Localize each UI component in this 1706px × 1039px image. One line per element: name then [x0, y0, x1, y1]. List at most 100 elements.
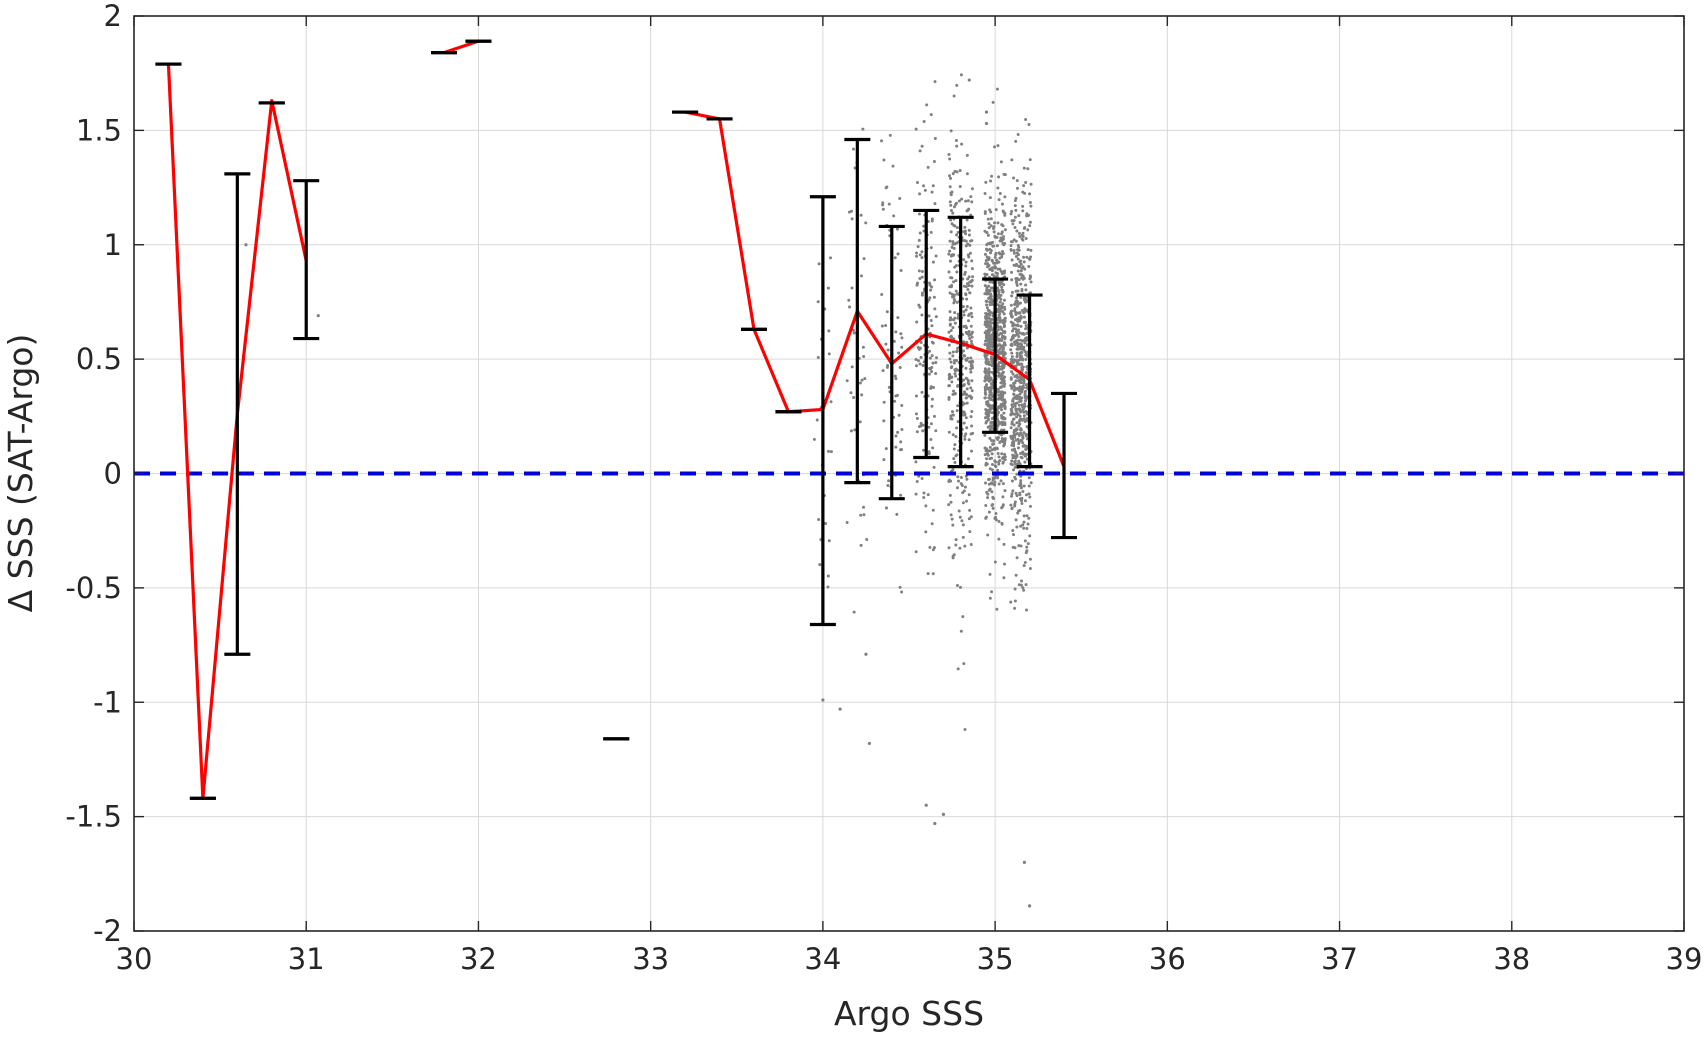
- scatter-point: [1012, 381, 1016, 385]
- scatter-point: [1012, 388, 1016, 392]
- scatter-point: [1023, 191, 1027, 195]
- scatter-point: [920, 390, 924, 394]
- y-tick-label: -0.5: [65, 571, 122, 605]
- scatter-point: [964, 416, 968, 420]
- scatter-point: [997, 310, 1001, 314]
- scatter-point: [1013, 460, 1017, 464]
- scatter-point: [1002, 384, 1006, 388]
- scatter-point: [914, 412, 918, 416]
- scatter-point: [1015, 186, 1019, 190]
- scatter-point: [1024, 117, 1028, 121]
- scatter-point: [1017, 434, 1021, 438]
- scatter-point: [1002, 342, 1006, 346]
- scatter-point: [967, 284, 971, 288]
- scatter-point: [1019, 314, 1023, 318]
- scatter-point: [920, 313, 924, 317]
- scatter-point: [1009, 303, 1013, 307]
- scatter-point: [914, 127, 918, 131]
- scatter-point: [966, 277, 970, 281]
- scatter-point: [985, 383, 989, 387]
- scatter-point: [1000, 255, 1004, 259]
- scatter-point: [852, 610, 856, 614]
- scatter-point: [993, 560, 997, 564]
- scatter-point: [880, 324, 884, 328]
- scatter-point: [997, 422, 1001, 426]
- scatter-point: [948, 357, 952, 361]
- scatter-point: [1015, 323, 1019, 327]
- scatter-point: [1014, 491, 1018, 495]
- scatter-point: [922, 491, 926, 495]
- scatter-point: [1012, 442, 1016, 446]
- scatter-point: [917, 238, 921, 242]
- scatter-point: [932, 546, 936, 550]
- scatter-point: [1015, 432, 1019, 436]
- scatter-point: [1022, 564, 1026, 568]
- scatter-point: [997, 397, 1001, 401]
- scatter-point: [1019, 343, 1023, 347]
- x-tick-label: 32: [460, 942, 497, 976]
- scatter-point: [997, 325, 1001, 329]
- scatter-point: [1019, 452, 1023, 456]
- error-bar: [844, 137, 871, 485]
- scatter-point: [954, 435, 958, 439]
- scatter-point: [986, 425, 990, 429]
- scatter-point: [988, 572, 992, 576]
- scatter-point: [838, 707, 842, 711]
- scatter-point: [989, 217, 993, 221]
- scatter-point: [1014, 277, 1018, 281]
- scatter-point: [947, 270, 951, 274]
- x-tick-label: 30: [116, 942, 153, 976]
- scatter-point: [984, 357, 988, 361]
- scatter-point: [895, 393, 899, 397]
- scatter-point: [850, 209, 854, 213]
- scatter-point: [1022, 338, 1026, 342]
- scatter-point: [931, 508, 935, 512]
- scatter-point: [1002, 379, 1006, 383]
- scatter-point: [965, 387, 969, 391]
- scatter-point: [1025, 514, 1029, 518]
- scatter-point: [861, 345, 865, 349]
- scatter-point: [985, 273, 989, 277]
- scatter-point: [1021, 441, 1025, 445]
- scatter-point: [998, 320, 1002, 324]
- scatter-point: [998, 337, 1002, 341]
- scatter-point: [997, 317, 1001, 321]
- scatter-point: [931, 184, 935, 188]
- scatter-point: [998, 405, 1002, 409]
- scatter-point: [999, 377, 1003, 381]
- scatter-point: [964, 232, 968, 236]
- scatter-point: [915, 430, 919, 434]
- scatter-point: [990, 468, 994, 472]
- scatter-point: [990, 341, 994, 345]
- scatter-point: [1000, 397, 1004, 401]
- scatter-point: [949, 176, 953, 180]
- scatter-point: [1022, 345, 1026, 349]
- scatter-point: [988, 596, 992, 600]
- scatter-point: [947, 397, 951, 401]
- scatter-point: [1017, 358, 1021, 362]
- scatter-point: [1011, 336, 1015, 340]
- scatter-point: [1002, 576, 1006, 580]
- scatter-point: [968, 291, 972, 295]
- scatter-point: [988, 436, 992, 440]
- scatter-point: [1010, 355, 1014, 359]
- scatter-point: [961, 501, 965, 505]
- scatter-point: [920, 256, 924, 260]
- scatter-point: [923, 188, 927, 192]
- scatter-point: [987, 226, 991, 230]
- scatter-point: [1015, 355, 1019, 359]
- scatter-point: [864, 221, 868, 225]
- scatter-point: [1009, 426, 1013, 430]
- scatter-point: [955, 270, 959, 274]
- scatter-point: [919, 355, 923, 359]
- scatter-point: [948, 200, 952, 204]
- scatter-point: [987, 367, 991, 371]
- scatter-point: [952, 361, 956, 365]
- scatter-point: [957, 479, 961, 483]
- scatter-point: [914, 550, 918, 554]
- scatter-point: [1018, 407, 1022, 411]
- scatter-point: [925, 103, 929, 107]
- scatter-point: [988, 208, 992, 212]
- scatter-point: [950, 410, 954, 414]
